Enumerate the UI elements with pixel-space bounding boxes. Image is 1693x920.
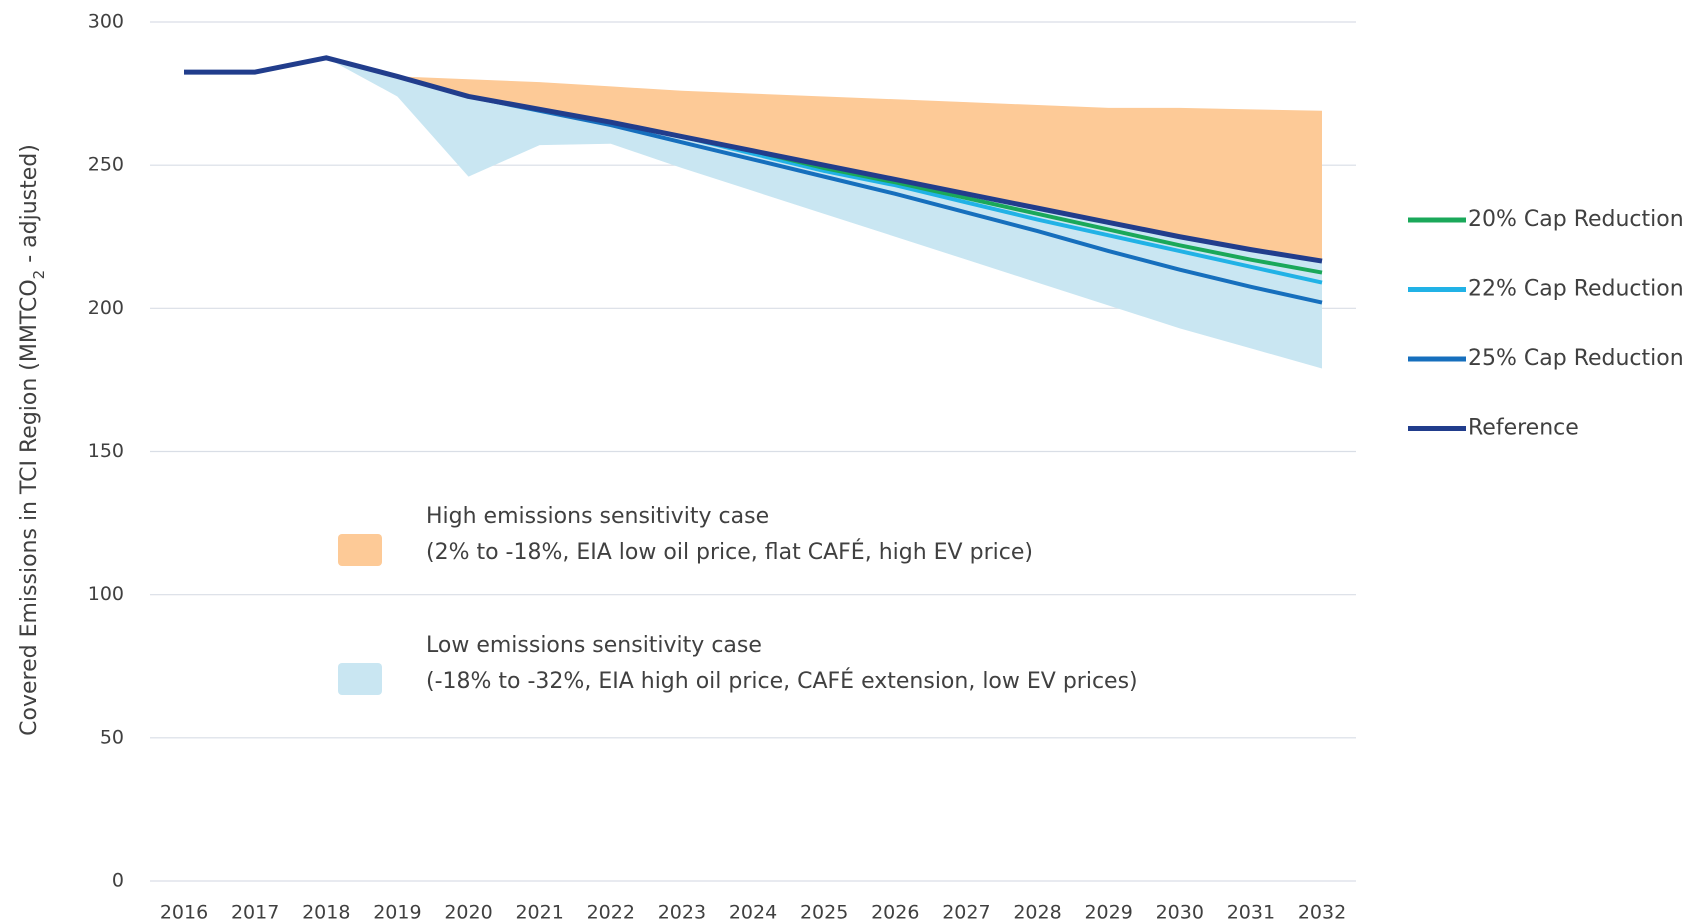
band-legend-description: (2% to -18%, EIA low oil price, flat CAF… [426, 539, 1033, 565]
x-tick-label: 2021 [515, 902, 563, 920]
series-line [184, 55, 1323, 264]
y-tick-label: 200 [88, 297, 124, 319]
band-area [326, 57, 1322, 369]
x-tick-label: 2029 [1084, 902, 1132, 920]
x-tick-label: 2031 [1227, 902, 1275, 920]
x-tick-label: 2018 [302, 902, 350, 920]
band-legend-swatch [338, 534, 382, 566]
band-legend-name: High emissions sensitivity case [426, 504, 769, 529]
band-area [397, 76, 1322, 262]
x-tick-label: 2023 [658, 902, 706, 920]
legend-label: 25% Cap Reduction [1468, 346, 1684, 371]
legend-label: Reference [1468, 416, 1579, 441]
y-tick-label: 50 [100, 726, 124, 748]
x-tick-label: 2016 [160, 902, 208, 920]
y-tick-label: 100 [88, 583, 124, 605]
x-tick-label: 2024 [729, 902, 777, 920]
band-legend-name: Low emissions sensitivity case [426, 633, 762, 658]
legend-label: 22% Cap Reduction [1468, 277, 1684, 302]
x-tick-label: 2030 [1156, 902, 1204, 920]
y-axis-label-part: Covered Emissions in TCI Region (MMTCO [17, 279, 42, 736]
y-tick-label: 0 [112, 870, 124, 892]
y-tick-label: 300 [88, 11, 124, 33]
y-axis-label-sub: 2 [30, 270, 48, 280]
band-legend-swatch [338, 663, 382, 695]
x-tick-label: 2022 [587, 902, 635, 920]
x-tick-label: 2032 [1298, 902, 1346, 920]
y-axis-label-part: - adjusted) [17, 144, 42, 270]
y-tick-label: 250 [88, 154, 124, 176]
y-axis-label: Covered Emissions in TCI Region (MMTCO2 … [17, 144, 48, 736]
x-tick-label: 2028 [1013, 902, 1061, 920]
x-tick-label: 2017 [231, 902, 279, 920]
y-tick-label: 150 [88, 440, 124, 462]
x-tick-label: 2025 [800, 902, 848, 920]
x-tick-label: 2020 [444, 902, 492, 920]
legend-label: 20% Cap Reduction [1468, 207, 1684, 232]
x-tick-label: 2026 [871, 902, 919, 920]
x-tick-label: 2019 [373, 902, 421, 920]
x-tick-label: 2027 [942, 902, 990, 920]
band-legend-description: (-18% to -32%, EIA high oil price, CAFÉ … [426, 668, 1138, 694]
